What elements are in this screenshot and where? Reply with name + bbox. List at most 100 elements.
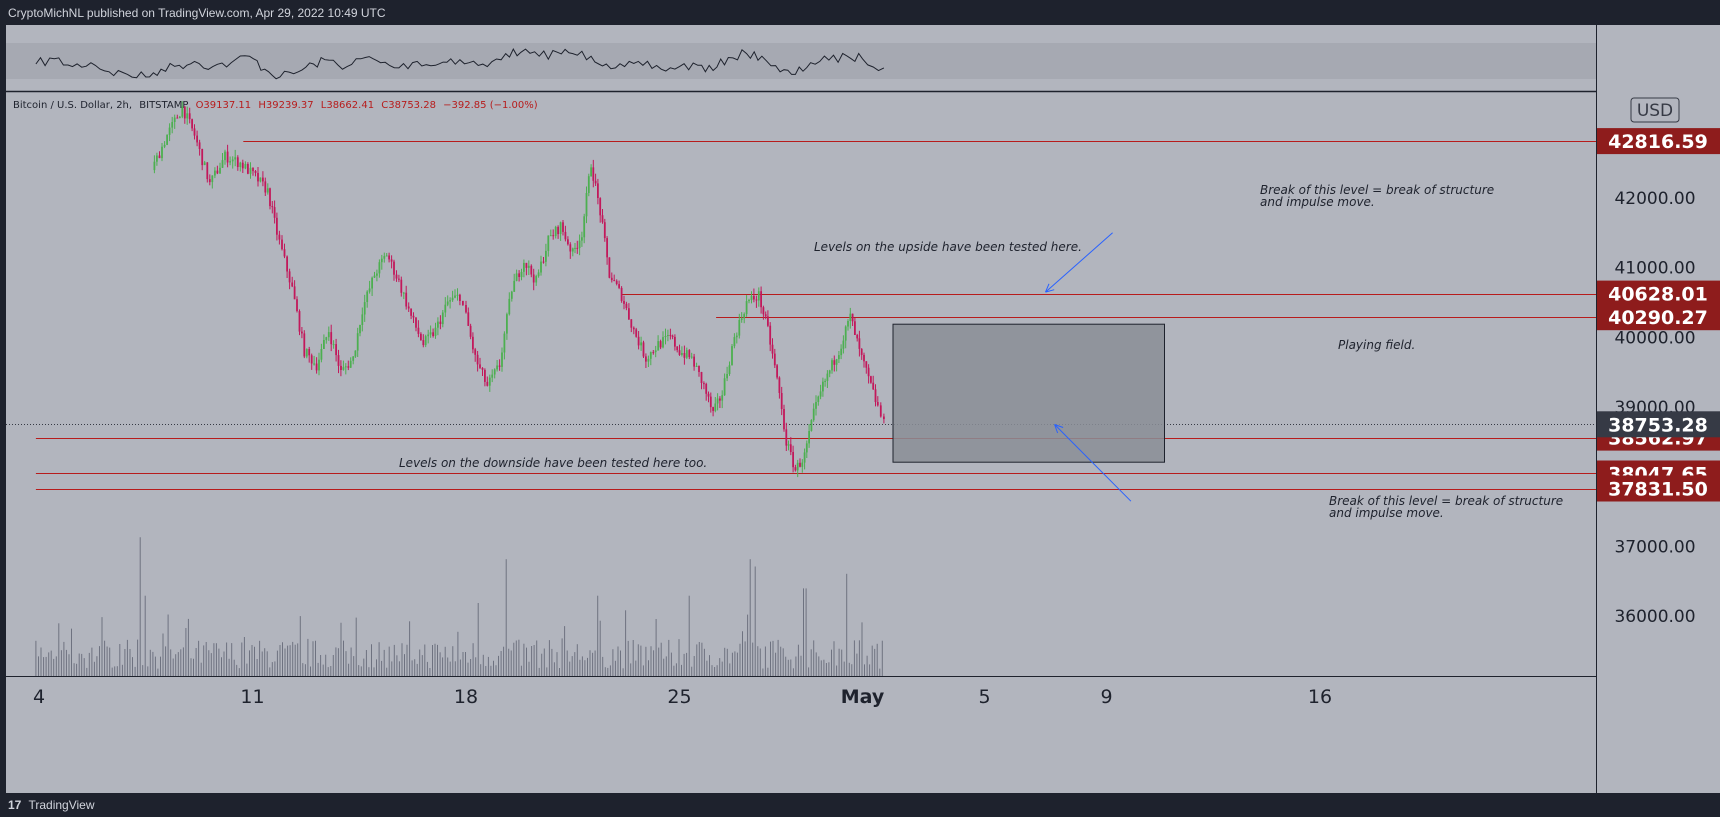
annotation-downside-tested[interactable]: Levels on the downside have been tested … <box>399 456 707 470</box>
candle-body <box>700 372 703 383</box>
candle-body <box>637 336 640 346</box>
candle-body <box>462 300 464 305</box>
candle-body <box>785 429 788 446</box>
candle-body <box>714 403 717 411</box>
annotation-lower-break[interactable]: Break of this level = break of structure… <box>1329 494 1567 520</box>
candle-body <box>472 336 474 350</box>
candle-body <box>269 188 271 207</box>
candle-body <box>826 373 829 381</box>
y-tick-label: 37000.00 <box>1614 538 1695 558</box>
candle-body <box>815 402 817 409</box>
candle-body <box>518 273 520 277</box>
candle-body <box>239 162 242 167</box>
candle-body <box>879 405 882 417</box>
candle-body <box>474 349 477 355</box>
candle-body <box>681 353 683 355</box>
arrow-head <box>1045 289 1055 293</box>
candle-body <box>283 249 286 257</box>
rsi-band <box>6 43 1596 79</box>
chart-background <box>6 25 1720 793</box>
candle-body <box>585 193 588 217</box>
candle-body <box>216 170 219 174</box>
candle-body <box>844 326 847 341</box>
candle-body <box>571 248 574 252</box>
candle-body <box>867 367 870 377</box>
candle-body <box>819 391 822 397</box>
candle-body <box>262 177 264 182</box>
candle-body <box>501 352 503 367</box>
price-level-label: 42816.59 <box>1608 131 1708 153</box>
candle-body <box>581 237 583 241</box>
candle-body <box>523 262 525 272</box>
candle-body <box>407 306 410 309</box>
candle-body <box>552 235 555 237</box>
candle-body <box>310 355 313 364</box>
candle-body <box>451 297 454 301</box>
annotation-downside-tested-line: Levels on the downside have been tested … <box>399 456 707 470</box>
candle-body <box>515 273 518 281</box>
rsi-pane <box>6 43 1596 80</box>
candle-body <box>801 462 804 467</box>
currency-box[interactable] <box>1630 97 1680 123</box>
horizontal-levels <box>6 141 1596 490</box>
candle-body <box>481 367 484 370</box>
candle-body <box>590 167 592 177</box>
chart-area[interactable]: Bitcoin / U.S. Dollar, 2h, BITSTAMP O391… <box>6 25 1720 793</box>
candle-body <box>434 327 437 336</box>
candle-body <box>153 161 156 171</box>
candle-body <box>410 308 412 316</box>
x-tick-label: 16 <box>1308 686 1332 708</box>
candle-body <box>188 113 191 120</box>
candle-body <box>755 299 758 301</box>
arrow-line[interactable] <box>1054 424 1132 502</box>
candle-body <box>211 175 214 183</box>
symbol-low: L38662.41 <box>321 100 374 111</box>
candle-body <box>330 332 333 345</box>
candle-body <box>376 273 378 276</box>
candle-body <box>824 380 826 382</box>
annotation-upside-tested[interactable]: Levels on the upside have been tested he… <box>814 240 1082 254</box>
candle-body <box>760 291 762 308</box>
price-scale[interactable]: 42000.0041000.0040000.0039000.0037000.00… <box>1596 25 1720 793</box>
candle-body <box>219 167 221 174</box>
price-label-bg <box>1597 411 1720 438</box>
candle-body <box>812 408 815 421</box>
candle-body <box>208 179 211 183</box>
symbol-info: Bitcoin / U.S. Dollar, 2h, BITSTAMP O391… <box>13 100 538 111</box>
candle-body <box>870 376 872 383</box>
candle-body <box>176 117 179 119</box>
candle-body <box>191 119 193 129</box>
candle-body <box>690 356 693 358</box>
candle-body <box>669 335 672 336</box>
candle-body <box>361 314 364 325</box>
candle-body <box>323 340 325 349</box>
x-tick-label: May <box>841 686 885 708</box>
arrows <box>1045 232 1132 502</box>
annotation-upper-break[interactable]: Break of this level = break of structure… <box>1260 183 1498 209</box>
candle-body <box>491 374 494 378</box>
candle-body <box>356 333 359 351</box>
time-scale[interactable]: 4 11 18 25 May 5 9 16 <box>6 676 1596 709</box>
candle-body <box>325 337 328 341</box>
candle-body <box>632 327 635 330</box>
candle-body <box>234 157 237 160</box>
arrow-line[interactable] <box>1045 232 1113 293</box>
price-level-label: 40628.01 <box>1608 284 1708 306</box>
candle-body <box>674 336 676 347</box>
candle-body <box>527 265 530 268</box>
candle-body <box>340 365 342 370</box>
candle-body <box>723 378 726 396</box>
candle-body <box>872 382 875 390</box>
candle-body <box>226 151 229 163</box>
chart-svg[interactable]: Bitcoin / U.S. Dollar, 2h, BITSTAMP O391… <box>6 25 1720 793</box>
candle-body <box>858 338 861 349</box>
candle-body <box>567 239 569 245</box>
candle-body <box>799 462 801 467</box>
candle-body <box>540 261 542 273</box>
candle-body <box>594 180 597 184</box>
candle-body <box>783 409 785 430</box>
playing-field-box[interactable] <box>892 323 1165 463</box>
candle-body <box>549 235 552 237</box>
candle-body <box>647 358 650 362</box>
annotation-playing-field[interactable]: Playing field. <box>1338 338 1415 352</box>
